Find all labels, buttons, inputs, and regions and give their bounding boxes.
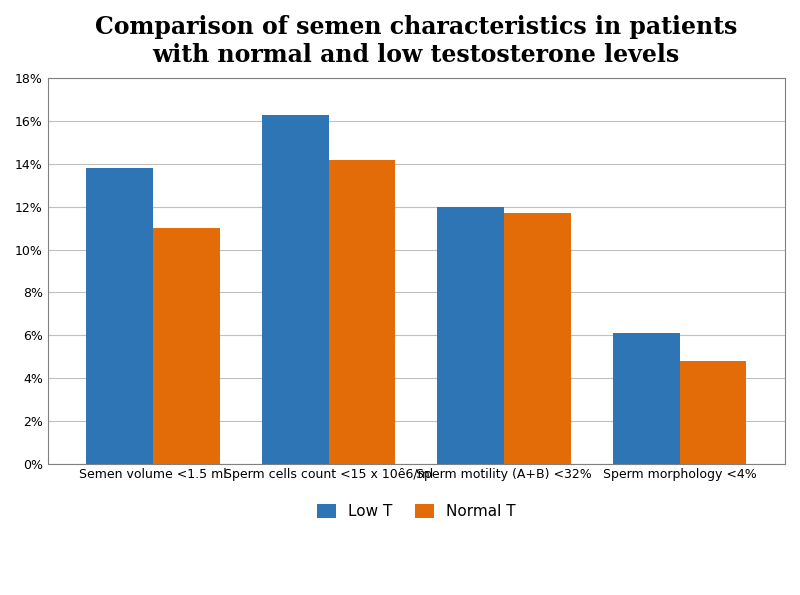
- Bar: [262, 115, 329, 464]
- Legend: Low T, Normal T: Low T, Normal T: [311, 498, 522, 525]
- Bar: [329, 159, 395, 464]
- Bar: [153, 228, 220, 464]
- Bar: [438, 207, 504, 464]
- Bar: [504, 213, 571, 464]
- Bar: [680, 361, 746, 464]
- Bar: [86, 168, 153, 464]
- Bar: [613, 333, 680, 464]
- Title: Comparison of semen characteristics in patients
with normal and low testosterone: Comparison of semen characteristics in p…: [95, 15, 738, 67]
